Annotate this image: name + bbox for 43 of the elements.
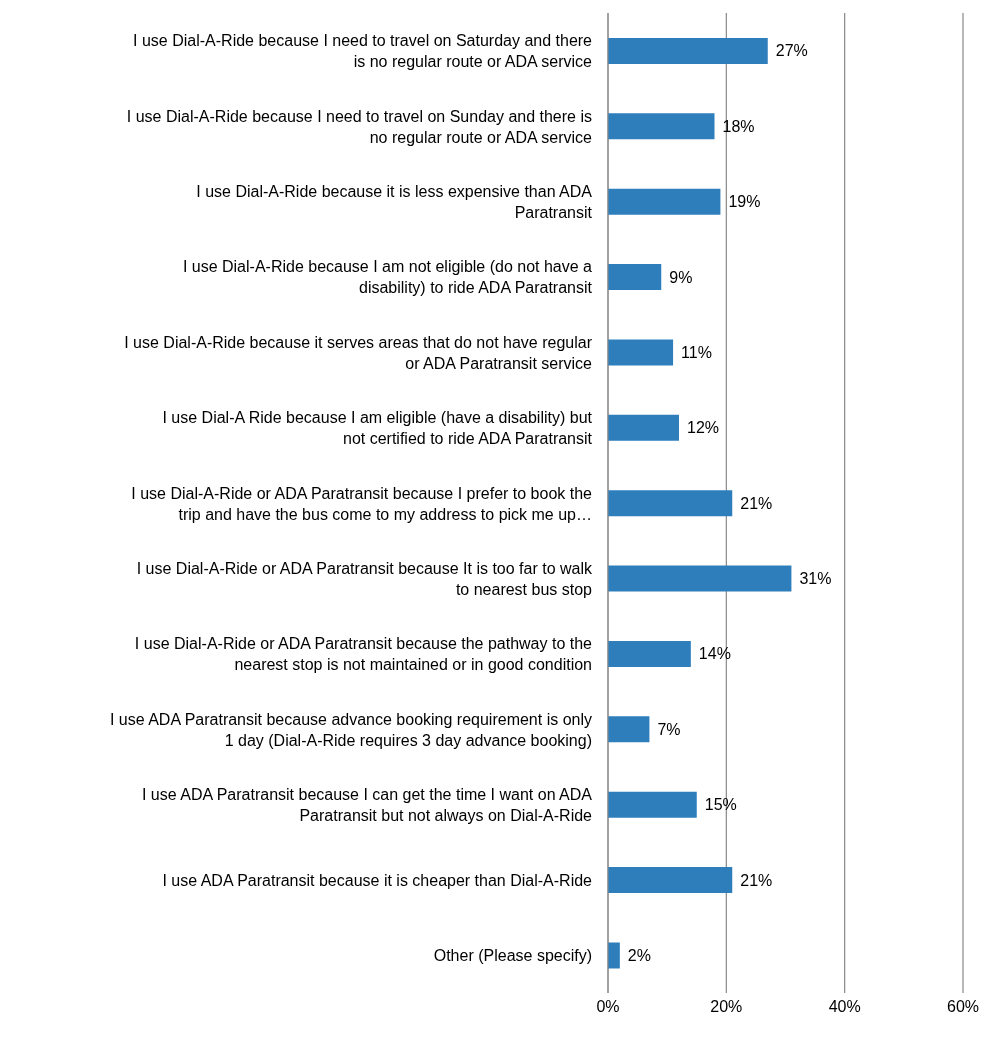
y-tick-label: I use Dial-A-Ride because I need to travel on Saturday and there is no regular route or ADA service — [133, 31, 593, 70]
data-label: 21% — [740, 494, 773, 512]
bar — [608, 867, 733, 894]
y-tick-label: I use Dial-A-Ride because I need to travel on Sunday and there is no regular route or ADA service — [126, 107, 593, 146]
y-tick-label: I use Dial-A Ride because I am eligible (have a disability) but not certified to ride ADA Paratransit — [162, 408, 593, 447]
data-label: 21% — [740, 871, 773, 889]
y-tick-label: I use ADA Paratransit because advance booking requirement is only 1 day (Dial-A-Ride requires 3 day advance booking) — [109, 710, 592, 749]
data-label: 14% — [698, 645, 731, 663]
x-tick-label: 20% — [710, 998, 743, 1016]
data-label: 7% — [657, 720, 681, 738]
data-label: 12% — [687, 419, 720, 437]
y-tick-label: Other (Please specify) — [433, 946, 592, 964]
y-tick-label: I use Dial-A-Ride because it serves areas that do not have regular or ADA Paratransit service — [124, 333, 593, 372]
bar — [608, 565, 792, 592]
data-label: 18% — [722, 117, 755, 135]
bar — [608, 414, 679, 441]
x-tick-label: 60% — [946, 998, 980, 1016]
x-tick-label: 40% — [828, 998, 861, 1016]
y-tick-label: I use ADA Paratransit because it is cheaper than Dial-A-Ride — [162, 871, 593, 889]
y-tick-label: I use Dial-A-Ride because I am not eligible (do not have a disability) to ride ADA Paratransit — [182, 257, 593, 296]
y-tick-label: I use Dial-A-Ride because it is less expensive than ADA Paratransit — [196, 182, 593, 221]
x-tick-label: 0% — [596, 998, 620, 1016]
data-label: 27% — [775, 42, 808, 60]
data-label: 9% — [669, 268, 693, 286]
bar — [608, 942, 620, 969]
bar — [608, 640, 691, 667]
bar — [608, 716, 650, 743]
data-label: 19% — [728, 193, 761, 211]
bar — [608, 113, 715, 140]
data-label: 2% — [627, 946, 651, 964]
bar — [608, 264, 662, 291]
bar — [608, 188, 721, 215]
y-tick-label: I use Dial-A-Ride or ADA Paratransit because the pathway to the nearest stop is not maintained or in good condition — [134, 634, 593, 673]
bar — [608, 490, 733, 517]
bar — [608, 791, 697, 818]
data-label: 11% — [681, 343, 712, 361]
data-label: 31% — [799, 570, 832, 588]
y-tick-label: I use Dial-A-Ride or ADA Paratransit because It is too far to walk to nearest bus stop — [136, 559, 593, 598]
bar — [608, 37, 768, 64]
y-tick-label: I use Dial-A-Ride or ADA Paratransit because I prefer to book the trip and have the bus come to my address to pick me up… — [131, 484, 593, 522]
bar — [608, 339, 674, 366]
y-tick-label: I use ADA Paratransit because I can get the time I want on ADA Paratransit but not always on Dial-A-Ride — [141, 785, 593, 824]
data-label: 15% — [704, 796, 737, 814]
